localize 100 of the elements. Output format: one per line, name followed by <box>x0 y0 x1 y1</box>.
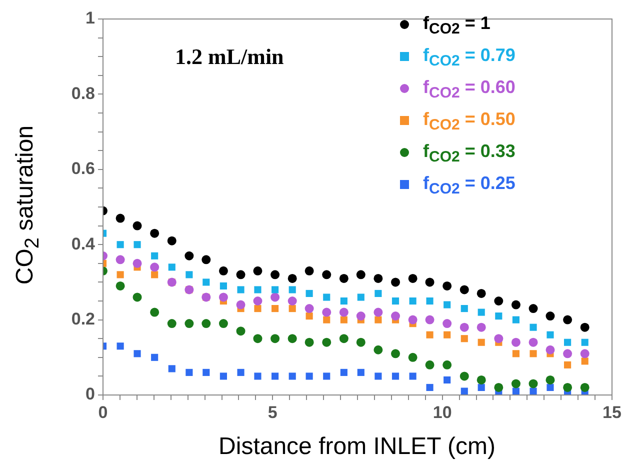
x-tick-label: 5 <box>268 402 278 422</box>
point <box>272 286 279 294</box>
point <box>168 264 176 271</box>
point <box>134 350 141 358</box>
point <box>495 312 502 320</box>
point <box>150 308 160 317</box>
legend-label: f$_{CO2}$ = 1 <box>423 13 490 38</box>
point <box>426 331 434 338</box>
point <box>339 334 348 344</box>
point <box>186 271 193 278</box>
point <box>374 372 382 380</box>
point <box>460 322 469 332</box>
point <box>426 384 434 392</box>
point <box>254 304 262 312</box>
point <box>392 297 400 305</box>
point <box>528 304 538 314</box>
point <box>511 300 520 310</box>
point <box>563 382 572 392</box>
point <box>409 372 416 380</box>
point <box>322 338 332 347</box>
point <box>460 285 469 294</box>
point <box>494 296 504 306</box>
point <box>460 304 468 312</box>
point <box>218 319 228 328</box>
point <box>184 251 194 260</box>
legend-label: f$_{CO2}$ = 0.60 <box>423 77 516 102</box>
point <box>323 316 330 324</box>
point <box>218 292 228 302</box>
point <box>580 382 590 392</box>
point <box>580 322 590 332</box>
point <box>478 384 485 392</box>
point <box>442 360 452 370</box>
text: 1.2 mL/min <box>175 44 284 70</box>
point <box>444 376 451 384</box>
point <box>270 292 280 302</box>
point <box>132 258 142 268</box>
point <box>288 304 296 312</box>
point <box>272 304 279 312</box>
point <box>340 368 348 376</box>
point <box>116 342 124 350</box>
point <box>476 288 486 298</box>
point <box>374 316 382 324</box>
point <box>528 338 538 347</box>
point <box>530 324 537 331</box>
point <box>339 274 348 283</box>
point <box>391 349 400 358</box>
point <box>304 304 314 314</box>
point <box>391 312 400 321</box>
y-tick-label: 0.2 <box>71 309 95 328</box>
x-tick-label: 15 <box>602 402 622 422</box>
point <box>408 315 418 324</box>
point <box>116 271 124 278</box>
point <box>288 286 296 294</box>
point <box>167 319 176 328</box>
point <box>478 338 485 346</box>
point <box>374 308 383 317</box>
point <box>116 255 125 264</box>
y-tick-label: 0 <box>86 384 95 404</box>
point <box>374 290 382 298</box>
point <box>132 221 142 230</box>
point <box>168 365 176 372</box>
point <box>581 358 588 365</box>
point <box>426 297 434 305</box>
point <box>323 294 330 301</box>
point <box>167 236 176 246</box>
point <box>151 252 158 260</box>
point <box>546 375 555 384</box>
point <box>254 372 262 380</box>
point <box>564 338 572 346</box>
point <box>442 281 452 290</box>
point <box>322 308 332 317</box>
legend-label: f$_{CO2}$ = 0.50 <box>423 109 516 134</box>
point <box>272 372 279 380</box>
point <box>202 368 210 376</box>
point <box>444 331 451 338</box>
point <box>356 270 366 280</box>
point <box>236 300 246 310</box>
point <box>546 345 555 354</box>
point <box>512 350 520 358</box>
point <box>546 384 554 392</box>
point <box>132 292 142 302</box>
point <box>270 270 280 280</box>
legend-label: f$_{CO2}$ = 0.33 <box>423 141 516 166</box>
point <box>288 274 297 283</box>
point <box>512 388 520 395</box>
point <box>357 368 364 376</box>
point <box>288 334 297 344</box>
x-tick-label: 10 <box>432 402 452 422</box>
point <box>236 326 246 336</box>
point <box>356 312 366 321</box>
point <box>116 214 125 223</box>
point <box>581 338 588 346</box>
point <box>253 334 262 344</box>
point <box>357 294 364 301</box>
point <box>236 270 246 280</box>
point <box>340 316 348 324</box>
point <box>150 262 160 272</box>
point <box>546 312 555 321</box>
point <box>580 349 590 358</box>
legend-label: f$_{CO2}$ = 0.25 <box>423 173 516 198</box>
